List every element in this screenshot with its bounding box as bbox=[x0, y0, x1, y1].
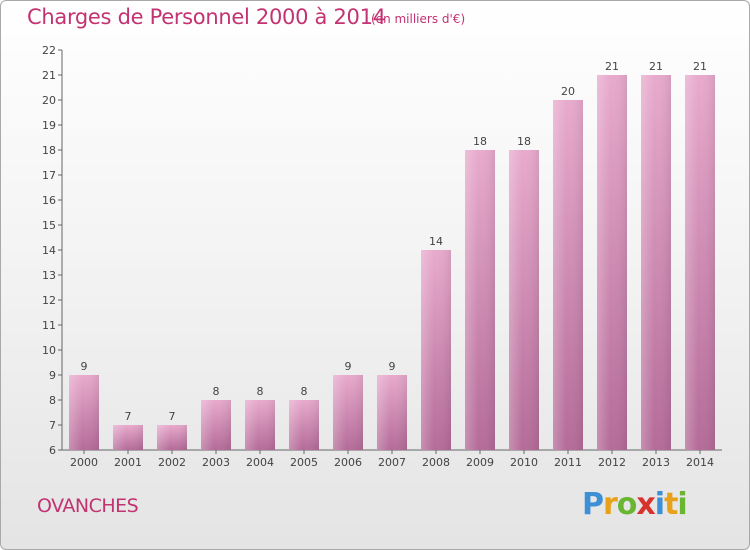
y-tick-label: 20 bbox=[42, 94, 56, 107]
y-tick-label: 19 bbox=[42, 119, 56, 132]
y-tick-label: 14 bbox=[42, 244, 56, 257]
y-tick-label: 10 bbox=[42, 344, 56, 357]
x-tick-label: 2001 bbox=[114, 456, 142, 469]
data-label: 18 bbox=[473, 135, 487, 148]
x-tick-label: 2007 bbox=[378, 456, 406, 469]
x-tick-label: 2013 bbox=[642, 456, 670, 469]
chart-title: Charges de Personnel 2000 à 2014 bbox=[27, 5, 386, 29]
bar-shine bbox=[69, 375, 99, 450]
brand-letter: t bbox=[664, 487, 678, 522]
y-tick-label: 9 bbox=[49, 369, 56, 382]
chart-subtitle: (en milliers d'€) bbox=[371, 12, 466, 26]
data-label: 21 bbox=[649, 60, 663, 73]
bar-shine bbox=[377, 375, 407, 450]
data-label: 7 bbox=[169, 410, 176, 423]
bar-shine bbox=[509, 150, 539, 450]
y-tick-label: 12 bbox=[42, 294, 56, 307]
x-tick-label: 2003 bbox=[202, 456, 230, 469]
bar-shine bbox=[465, 150, 495, 450]
bar-shine bbox=[113, 425, 143, 450]
x-tick-label: 2005 bbox=[290, 456, 318, 469]
y-tick-label: 13 bbox=[42, 269, 56, 282]
brand-letter: i bbox=[677, 487, 687, 522]
data-label: 7 bbox=[125, 410, 132, 423]
bar-shine bbox=[333, 375, 363, 450]
brand-letter: r bbox=[603, 487, 618, 522]
data-label: 8 bbox=[257, 385, 264, 398]
data-label: 9 bbox=[81, 360, 88, 373]
data-label: 8 bbox=[213, 385, 220, 398]
data-label: 18 bbox=[517, 135, 531, 148]
x-tick-label: 2002 bbox=[158, 456, 186, 469]
data-label: 21 bbox=[693, 60, 707, 73]
bar-shine bbox=[685, 75, 715, 450]
y-tick-label: 22 bbox=[42, 44, 56, 57]
x-tick-label: 2008 bbox=[422, 456, 450, 469]
data-label: 14 bbox=[429, 235, 443, 248]
y-tick-label: 6 bbox=[49, 444, 56, 457]
y-tick-label: 17 bbox=[42, 169, 56, 182]
y-tick-label: 11 bbox=[42, 319, 56, 332]
y-tick-label: 18 bbox=[42, 144, 56, 157]
bar-shine bbox=[157, 425, 187, 450]
x-tick-label: 2009 bbox=[466, 456, 494, 469]
commune-name: OVANCHES bbox=[37, 495, 139, 517]
y-tick-label: 16 bbox=[42, 194, 56, 207]
x-tick-label: 2014 bbox=[686, 456, 714, 469]
data-label: 9 bbox=[389, 360, 396, 373]
data-label: 20 bbox=[561, 85, 575, 98]
x-tick-label: 2006 bbox=[334, 456, 362, 469]
bar-shine bbox=[641, 75, 671, 450]
brand-letter: P bbox=[582, 487, 604, 522]
data-label: 21 bbox=[605, 60, 619, 73]
bar-shine bbox=[421, 250, 451, 450]
y-tick-label: 7 bbox=[49, 419, 56, 432]
y-tick-label: 15 bbox=[42, 219, 56, 232]
bar-shine bbox=[289, 400, 319, 450]
data-label: 9 bbox=[345, 360, 352, 373]
brand-letter: o bbox=[616, 487, 638, 522]
x-tick-label: 2004 bbox=[246, 456, 274, 469]
bar-shine bbox=[597, 75, 627, 450]
brand-letter: i bbox=[654, 487, 665, 522]
x-tick-label: 2000 bbox=[70, 456, 98, 469]
bar-shine bbox=[245, 400, 275, 450]
data-label: 8 bbox=[301, 385, 308, 398]
chart-data-labels: 9 7 7 8 8 8 9 9 14 18 18 20 21 21 21 bbox=[81, 60, 708, 423]
x-tick-label: 2010 bbox=[510, 456, 538, 469]
y-tick-label: 21 bbox=[42, 69, 56, 82]
y-tick-label: 8 bbox=[49, 394, 56, 407]
x-tick-label: 2012 bbox=[598, 456, 626, 469]
bar-shine bbox=[201, 400, 231, 450]
chart-bars bbox=[69, 75, 715, 450]
proxiti-logo: Proxiti bbox=[582, 487, 688, 522]
x-tick-label: 2011 bbox=[554, 456, 582, 469]
brand-letter: x bbox=[636, 487, 655, 522]
bar-shine bbox=[553, 100, 583, 450]
